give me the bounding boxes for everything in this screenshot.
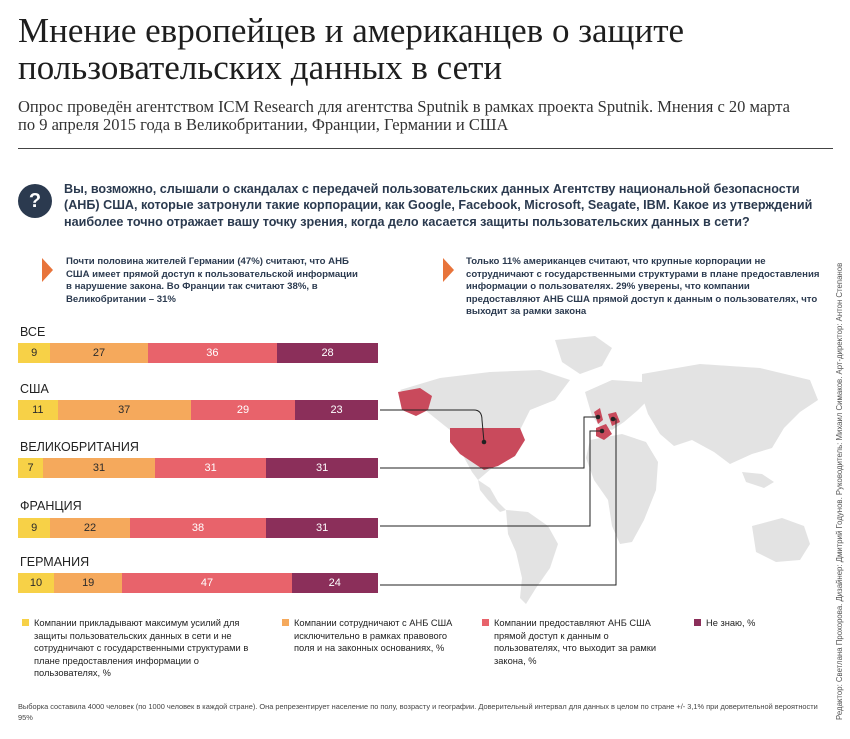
bar-row: 9 27 36 28 [18,343,378,363]
bar-segment: 23 [295,400,378,420]
bar-segment: 10 [18,573,54,593]
legend-item: Не знаю, % [694,617,826,630]
legend-swatch [22,619,29,626]
bar-segment: 38 [129,518,267,538]
bar-segment: 9 [18,518,51,538]
legend-swatch [482,619,489,626]
map-land [400,336,818,604]
bar-row: 7 31 31 31 [18,458,378,478]
legend-swatch [694,619,701,626]
bar-segment: 29 [190,400,296,420]
country-label: ФРАНЦИЯ [20,499,82,513]
map-usa-alaska [398,388,432,416]
survey-question: Вы, возможно, слышали о скандалах с пере… [64,182,813,229]
bar-segment: 28 [277,343,378,363]
arrow-icon-left [42,258,53,282]
legend-item: Компании прикладывают максимум усилий дл… [22,617,264,680]
bar-segment: 31 [266,518,378,538]
note-right: Только 11% американцев считают, что круп… [466,256,820,318]
country-label: ВСЕ [20,325,46,339]
bar-segment: 19 [54,573,123,593]
bar-segment: 11 [18,400,58,420]
footnote: Выборка составила 4000 человек (по 1000 … [18,702,818,722]
map-usa [450,428,525,470]
title-rule [18,148,833,149]
bar-segment: 31 [154,458,267,478]
credits: Редактор: Светлана Прохорова. Дизайнер: … [835,262,844,720]
world-map [380,336,818,604]
legend-label: Не знаю, % [706,618,756,628]
bar-segment: 9 [18,343,51,363]
bar-segment: 24 [291,573,378,593]
legend-label: Компании предоставляют АНБ США прямой до… [494,618,657,666]
bar-segment: 31 [43,458,155,478]
bar-segment: 36 [147,343,278,363]
bar-row: 9 22 38 31 [18,518,378,538]
infographic-title: Мнение европейцев и американцев о защите… [18,11,685,87]
bar-segment: 47 [122,573,292,593]
country-label: США [20,382,49,396]
legend-item: Компании сотрудничают с АНБ США исключит… [282,617,454,655]
question-icon: ? [18,184,52,218]
infographic-subtitle: Опрос проведён агентством ICM Research д… [18,97,790,134]
bar-row: 10 19 47 24 [18,573,378,593]
legend-label: Компании прикладывают максимум усилий дл… [34,618,249,679]
legend-swatch [282,619,289,626]
bar-segment: 22 [50,518,130,538]
bar-segment: 31 [266,458,378,478]
arrow-icon-right [443,258,454,282]
bar-segment: 37 [57,400,191,420]
legend-item: Компании предоставляют АНБ США прямой до… [482,617,674,667]
country-label: ВЕЛИКОБРИТАНИЯ [20,440,139,454]
country-label: ГЕРМАНИЯ [20,555,90,569]
note-left: Почти половина жителей Германии (47%) сч… [66,256,358,305]
bar-row: 11 37 29 23 [18,400,378,420]
legend-label: Компании сотрудничают с АНБ США исключит… [294,618,453,654]
bar-segment: 7 [18,458,44,478]
connector-lines [380,409,617,586]
bar-segment: 27 [50,343,148,363]
